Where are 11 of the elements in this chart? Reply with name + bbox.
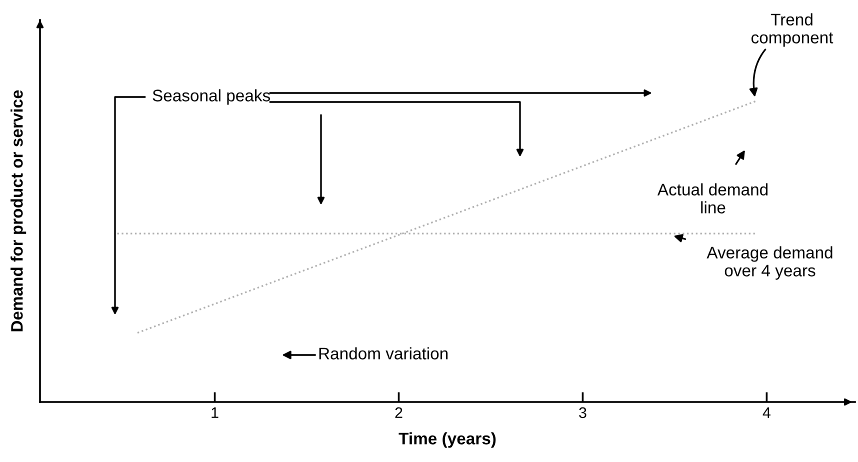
x-axis-title: Time (years) — [398, 432, 496, 448]
x-tick-label: 4 — [762, 407, 770, 418]
x-tick-label: 2 — [395, 407, 402, 418]
annotation: Trend component — [751, 13, 834, 47]
x-tick-label: 1 — [212, 407, 218, 418]
y-axis-title: Demand for product or service — [10, 90, 26, 332]
x-tick-label: 3 — [579, 407, 586, 418]
annotation: Actual demand line — [657, 183, 768, 214]
annotation: Average demand over 4 years — [706, 246, 832, 280]
annotation: Seasonal peaks — [152, 89, 270, 105]
annotation: Random variation — [319, 347, 448, 360]
